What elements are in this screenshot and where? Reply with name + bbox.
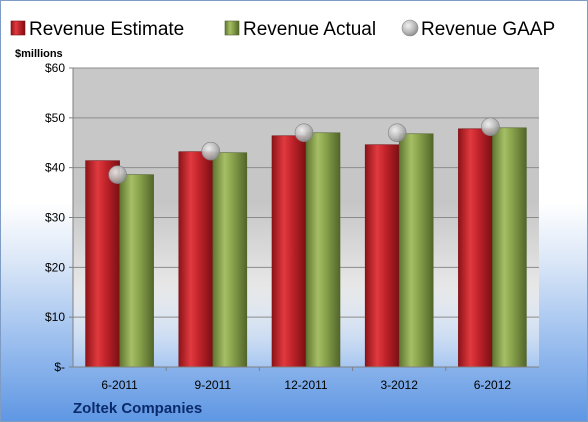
legend-label-revenue-actual: Revenue Actual — [243, 19, 376, 40]
bar-estimate — [178, 151, 214, 368]
bar-actual — [212, 152, 248, 368]
company-name: Zoltek Companies — [73, 400, 202, 417]
marker-gaap — [201, 141, 221, 161]
x-tick-label: 12-2011 — [284, 378, 327, 392]
bar-estimate — [85, 160, 120, 368]
x-tick-label: 6-2012 — [474, 378, 512, 392]
marker-gaap — [294, 123, 314, 143]
bar-actual — [305, 132, 341, 368]
y-tick-label: $- — [54, 360, 65, 374]
bars — [85, 127, 527, 368]
x-tick-label: 9-2011 — [195, 378, 232, 392]
bar-estimate — [458, 128, 493, 368]
marker-gaap — [108, 165, 127, 184]
bar-estimate — [271, 135, 307, 368]
legend-marker-revenue-gaap — [401, 19, 419, 37]
legend: Revenue Estimate Revenue Actual Revenue … — [10, 19, 555, 40]
legend-item-revenue-actual: Revenue Actual — [224, 19, 376, 40]
y-tick-label: $10 — [45, 310, 65, 324]
bar-actual — [398, 133, 434, 368]
bar-estimate — [364, 144, 400, 368]
legend-label-revenue-gaap: Revenue GAAP — [421, 19, 555, 40]
legend-item-revenue-estimate: Revenue Estimate — [10, 19, 184, 40]
marker-gaap — [481, 117, 500, 137]
y-tick-label: $60 — [45, 61, 65, 75]
legend-swatch-revenue-estimate — [10, 20, 26, 36]
gaap-markers — [108, 117, 500, 184]
legend-label-revenue-estimate: Revenue Estimate — [29, 19, 184, 40]
x-tick-label: 6-2011 — [101, 378, 138, 392]
y-tick-label: $50 — [45, 111, 65, 125]
x-tick-label: 3-2012 — [381, 378, 419, 392]
x-axis-ticks: 6-2011 9-2011 12-2011 3-2012 6-2012 — [101, 367, 511, 392]
y-tick-label: $30 — [45, 211, 65, 225]
legend-item-revenue-gaap: Revenue GAAP — [401, 19, 555, 40]
bar-actual — [119, 174, 154, 368]
marker-gaap — [387, 123, 407, 143]
y-tick-label: $20 — [45, 260, 65, 274]
y-axis-unit-label: $millions — [15, 48, 63, 60]
legend-swatch-revenue-actual — [224, 20, 240, 36]
bar-actual — [492, 127, 527, 368]
y-axis-ticks: $- $10 $20 $30 $40 $50 $60 — [45, 61, 73, 374]
y-tick-label: $40 — [45, 161, 65, 175]
